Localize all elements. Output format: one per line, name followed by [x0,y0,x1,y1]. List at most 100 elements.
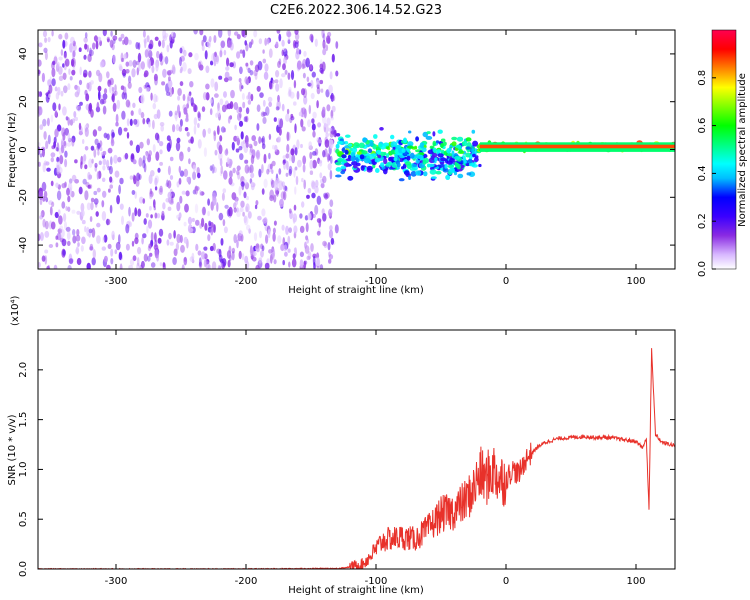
spectrogram-cell [114,249,118,255]
spectrogram-cell [442,141,447,147]
spectrogram-cell [153,93,158,103]
spectrogram-cell [42,162,46,173]
spectrogram-cell [84,43,88,50]
spectrogram-cell [328,253,334,260]
spectrogram-cell [456,136,464,142]
spectrogram-cell [347,175,354,181]
spectrogram-cell [277,61,281,68]
spectrogram-cell [97,85,102,92]
spectrogram-cell [143,162,147,173]
spectrogram-cell [240,200,245,208]
colorbar-tick-label: 0.6 [697,118,708,134]
spectrogram-cell [158,141,164,147]
spectrogram-cell [310,79,314,89]
spectrogram-cell [239,66,243,75]
spectrogram-cell [179,56,182,67]
spectrogram-cell [193,117,198,126]
spectrogram-cell [320,88,324,93]
spectrogram-cell [60,90,64,97]
snr-series-line [38,348,675,569]
spectrogram-cell [345,134,351,138]
spectrogram-cell [407,141,414,147]
spectrogram-cell [261,188,265,195]
spectrogram-cell [110,156,113,166]
spectrogram-cell [432,147,437,153]
spectrogram-cell [102,93,108,100]
spectrogram-cell [140,260,145,269]
spectrogram-cell [223,170,228,180]
spectrogram-cell [274,79,279,84]
spectrogram-cell [81,236,86,245]
spectrogram-cell [478,163,482,168]
spectrogram-cell [304,241,307,249]
spectrogram-cell [72,50,76,58]
spectrogram-cell [146,138,150,146]
spectrogram-cell [305,222,309,233]
spectrogram-cell [229,62,234,68]
spectrogram-cell [70,36,75,45]
spectrogram-cell [55,182,59,188]
x-tick-label: -100 [365,276,388,287]
spectrogram-cell [187,216,193,225]
spectrogram-cell [91,158,94,164]
spectrogram-cell [278,33,282,42]
spectrogram-cell [281,73,286,78]
spectrogram-cell [288,151,292,162]
spectrogram-cell [116,195,120,205]
spectrogram-cell [263,71,269,81]
spectrogram-cell [159,161,164,166]
spectrogram-cell [107,147,113,154]
spectrogram-cell [331,53,335,63]
spectrogram-cell [61,183,67,189]
spectrogram-cell [407,145,414,149]
spectrogram-cell [41,148,46,158]
spectrogram-cell [54,110,58,117]
spectrogram-cell [359,154,365,160]
spectrogram-cell [260,111,266,117]
spectrogram-cell [211,164,215,174]
spectrogram-cell [335,167,342,172]
spectrogram-cell [110,258,114,265]
spectrogram-cell [71,209,76,214]
spectrogram-cell [292,253,296,260]
spectrogram-cell [125,69,130,74]
spectrogram-cell [176,214,180,219]
spectrogram-cell [374,158,381,163]
spectrogram-cell [327,31,332,38]
spectrogram-cell [148,243,153,249]
spectrogram-cell [298,111,302,117]
spectrogram-cell [125,223,130,234]
spectrogram-cell [53,264,58,269]
spectrogram-cell [97,142,101,149]
spectrogram-cell [88,228,93,234]
spectrogram-cell [140,61,145,70]
spectrogram-cell [154,175,160,184]
colorbar-tick-label: 0.2 [697,213,708,229]
spectrogram-cell [106,71,110,79]
spectrogram-cell [390,134,395,140]
spectrogram-cell [63,140,67,149]
spectrogram-cell [97,126,102,132]
spectrogram-cell [84,127,89,137]
spectrogram-cell [179,151,184,162]
spectrogram-cell [38,106,43,116]
spectrogram-cell [174,110,178,116]
spectrogram-cell [281,181,286,187]
spectrogram-cell [159,53,163,62]
spectrogram-cell [262,58,267,64]
spectrogram-cell [156,50,160,59]
spectrogram-cell [385,153,390,158]
spectrogram-cell [240,181,245,187]
spectrogram-cell [377,154,382,159]
spectrogram-cell [331,94,336,102]
spectrogram-cell [247,166,252,174]
spectrogram-cell [279,78,283,89]
spectrogram-cell [212,166,217,173]
spectrogram-cell [305,235,309,241]
spectrogram-cell [164,56,169,65]
spectrogram-cell [248,228,251,234]
spectrogram-cell [48,200,53,206]
spectrogram-cell [316,257,321,267]
spectrogram-cell [160,125,164,132]
spectrogram-cell [159,262,163,267]
